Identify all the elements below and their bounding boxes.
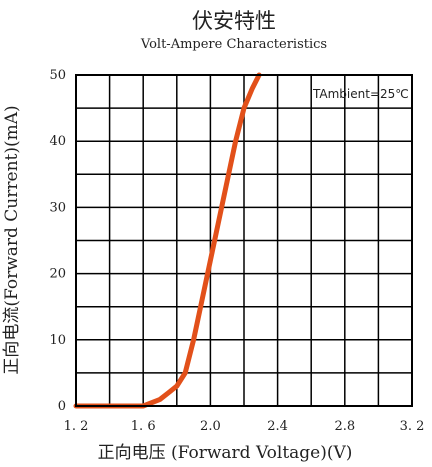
x-axis-label: 正向电压 (Forward Voltage)(V) — [98, 443, 353, 463]
grid — [76, 75, 412, 406]
x-tick-label: 2.8 — [334, 419, 355, 434]
y-tick-label: 30 — [49, 200, 66, 215]
y-axis-label: 正向电流(Forward Current)(mA) — [2, 105, 22, 374]
y-tick-labels: 0 10 20 30 40 50 — [49, 68, 66, 414]
x-tick-label: 1. 2 — [64, 419, 89, 434]
y-tick-label: 0 — [58, 399, 66, 414]
plot-frame — [75, 74, 413, 407]
series-layer — [73, 72, 262, 409]
series-line-0 — [73, 72, 262, 409]
x-tick-labels: 1. 2 1. 6 2.0 2.4 2.8 3. 2 — [64, 419, 425, 434]
x-tick-label: 1. 6 — [131, 419, 156, 434]
x-tick-label: 3. 2 — [400, 419, 425, 434]
chart-subtitle: Volt-Ampere Characteristics — [140, 37, 327, 52]
x-tick-label: 2.4 — [267, 419, 288, 434]
x-tick-label: 2.0 — [200, 419, 221, 434]
y-tick-label: 50 — [49, 68, 66, 83]
y-tick-label: 20 — [49, 267, 66, 282]
chart-title: 伏安特性 — [192, 9, 276, 33]
ambient-temperature-annotation: TAmbient=25℃ — [312, 87, 409, 101]
y-tick-label: 40 — [49, 134, 66, 149]
y-tick-label: 10 — [49, 333, 66, 348]
